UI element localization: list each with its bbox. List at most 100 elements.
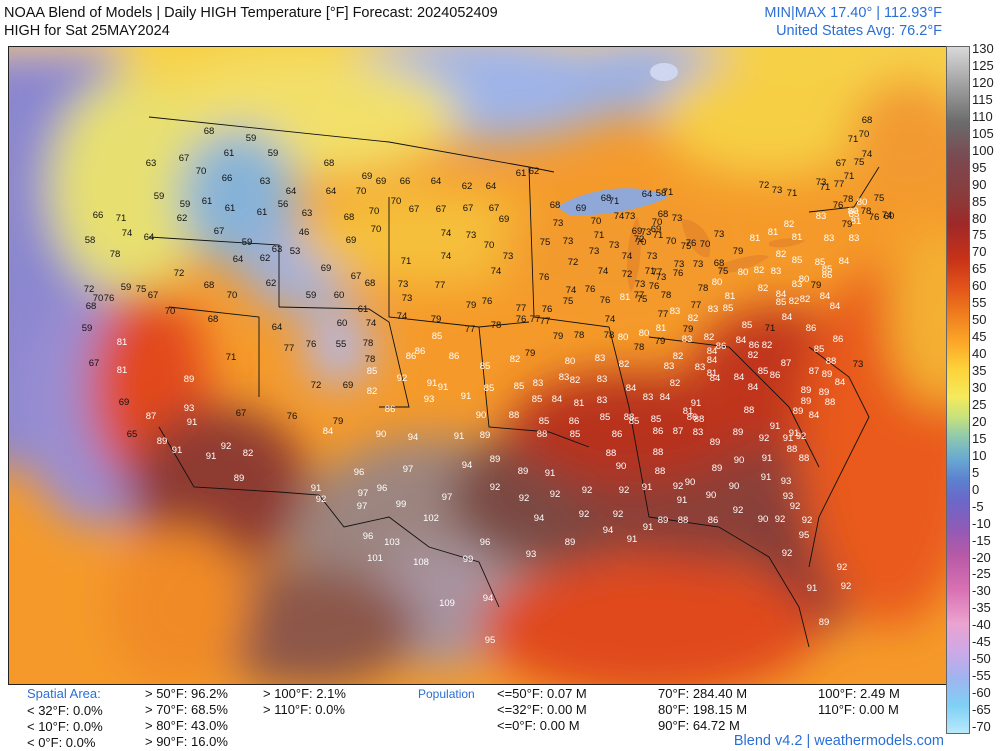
temperature-label: 61 (224, 148, 235, 159)
temperature-label: 55 (336, 339, 347, 350)
temperature-label: 89 (733, 427, 744, 438)
temperature-label: 94 (408, 432, 419, 443)
temperature-label: 94 (603, 525, 614, 536)
temperature-label: 89 (480, 430, 491, 441)
temperature-label: 89 (157, 436, 168, 447)
temperature-label: 78 (634, 342, 645, 353)
temperature-label: 64 (431, 176, 442, 187)
temperature-label: 82 (619, 359, 630, 370)
colorbar-tick: -55 (972, 668, 991, 684)
temperature-label: 93 (781, 476, 792, 487)
temperature-label: 78 (491, 320, 502, 331)
temperature-label: 83 (670, 306, 681, 317)
spatial-col-3: > 100°F: 2.1% > 110°F: 0.0% (263, 686, 346, 718)
colorbar-tick: 35 (972, 363, 987, 379)
temperature-label: 81 (750, 233, 761, 244)
temperature-label: 67 (236, 408, 247, 419)
colorbar-tick: 110 (972, 108, 993, 124)
spatial-gt70: > 70°F: 68.5% (145, 702, 228, 717)
temperature-label: 83 (595, 353, 606, 364)
temperature-label: 89 (801, 385, 812, 396)
temperature-label: 68 (601, 193, 612, 204)
temperature-label: 91 (627, 534, 638, 545)
temperature-label: 92 (733, 505, 744, 516)
temperature-label: 93 (783, 491, 794, 502)
temperature-label: 82 (673, 351, 684, 362)
title-line-2: HIGH for Sat 25MAY2024 (4, 23, 170, 39)
temperature-label: 81 (683, 406, 694, 417)
temperature-label: 72 (84, 284, 95, 295)
temperature-label: 82 (243, 448, 254, 459)
temperature-label: 75 (718, 266, 729, 277)
temperature-label: 79 (655, 336, 666, 347)
temperature-label: 69 (576, 203, 587, 214)
temperature-label: 77 (284, 343, 295, 354)
temperature-label: 91 (762, 453, 773, 464)
temperature-label: 73 (563, 236, 574, 247)
state-lines-plains (388, 197, 530, 328)
temperature-label: 74 (605, 314, 616, 325)
temperature-label: 68 (86, 301, 97, 312)
temperature-label: 73 (693, 259, 704, 270)
temperature-label: 85 (539, 416, 550, 427)
spatial-area-label: Spatial Area: (27, 686, 101, 701)
pop-90: 90°F: 64.72 M (658, 718, 740, 733)
temperature-label: 76 (539, 272, 550, 283)
us-canada-border-east (808, 166, 880, 213)
temperature-label: 62 (462, 181, 473, 192)
temperature-label: 89 (184, 374, 195, 385)
temperature-label: 71 (594, 230, 605, 241)
temperature-label: 91 (438, 382, 449, 393)
temperature-label: 89 (822, 369, 833, 380)
temperature-label: 85 (484, 383, 495, 394)
temperature-label: 86 (569, 416, 580, 427)
temperature-label: 79 (842, 219, 853, 230)
temperature-label: 75 (540, 237, 551, 248)
temperature-label: 85 (792, 255, 803, 266)
temperature-label: 92 (782, 548, 793, 559)
temperature-label: 80 (565, 356, 576, 367)
temperature-label: 74 (882, 210, 893, 221)
colorbar-tick: 75 (972, 227, 987, 243)
temperature-label: 81 (851, 216, 862, 227)
colorbar-tick: -5 (972, 498, 984, 514)
temperature-label: 70 (859, 129, 870, 140)
temperature-label: 91 (677, 495, 688, 506)
pop-le32: <=32°F: 0.00 M (497, 702, 587, 717)
temperature-label: 94 (483, 593, 494, 604)
temperature-label: 68 (658, 209, 669, 220)
temperature-label: 88 (653, 447, 664, 458)
temperature-label: 82 (688, 313, 699, 324)
temperature-label: 73 (503, 251, 514, 262)
temperature-label: 90 (376, 429, 387, 440)
temperature-label: 83 (824, 233, 835, 244)
temperature-label: 73 (635, 279, 646, 290)
temperature-label: 77 (658, 309, 669, 320)
pop-100: 100°F: 2.49 M (818, 686, 900, 701)
temperature-label: 85 (723, 303, 734, 314)
temperature-label: 91 (187, 417, 198, 428)
temperature-label: 62 (266, 278, 277, 289)
temperature-label: 74 (441, 251, 452, 262)
temperature-label: 88 (678, 515, 689, 526)
temperature-label: 64 (286, 186, 297, 197)
temperature-label: 58 (85, 235, 96, 246)
temperature-label: 84 (660, 392, 671, 403)
temperature-label: 81 (768, 227, 779, 238)
temperature-label: 69 (362, 171, 373, 182)
temperature-label: 72 (622, 269, 633, 280)
colorbar-tick: 120 (972, 74, 994, 90)
temperature-label: 83 (682, 334, 693, 345)
spatial-gt80: > 80°F: 43.0% (145, 718, 228, 733)
temperature-label: 59 (154, 191, 165, 202)
temperature-label: 93 (184, 403, 195, 414)
temperature-label: 75 (854, 157, 865, 168)
temperature-label: 92 (613, 509, 624, 520)
temperature-label: 73 (402, 293, 413, 304)
temperature-label: 90 (729, 481, 740, 492)
spatial-gt50: > 50°F: 96.2% (145, 686, 228, 701)
temperature-label: 80 (857, 197, 868, 208)
temperature-label: 91 (454, 431, 465, 442)
temperature-label: 73 (816, 177, 827, 188)
temperature-label: 71 (848, 134, 859, 145)
